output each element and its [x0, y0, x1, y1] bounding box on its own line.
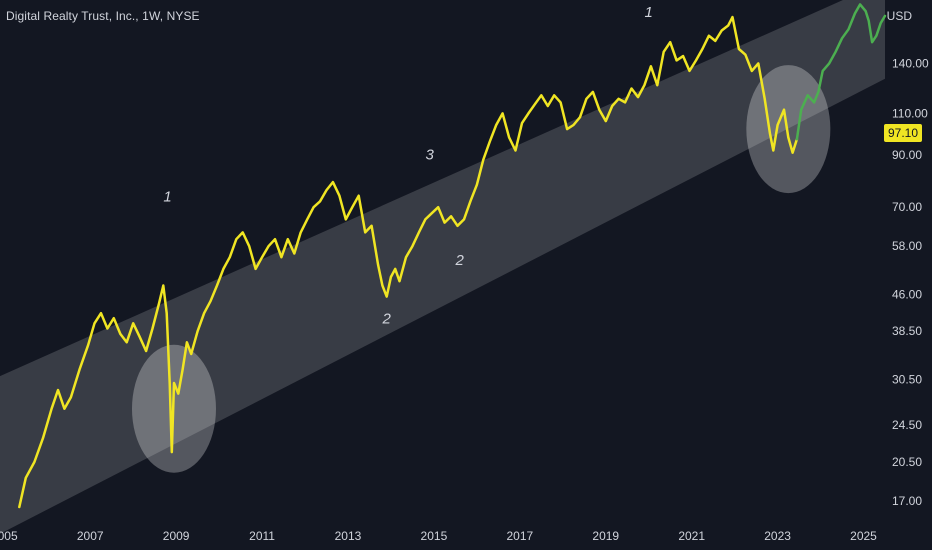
price-lines-layer	[18, 3, 887, 509]
y-tick-label: 38.50	[892, 324, 922, 338]
y-tick-label: 90.00	[892, 148, 922, 162]
y-tick-label: 110.00	[892, 106, 928, 120]
wave-label-5: 2	[381, 310, 391, 327]
x-tick-label: 2015	[421, 529, 448, 543]
y-tick-label: 46.00	[892, 287, 922, 301]
x-tick-label: 2005	[0, 529, 18, 543]
y-tick-label: 17.00	[892, 494, 922, 508]
y-tick-label: 24.50	[892, 418, 922, 432]
symbol-title: Digital Realty Trust, Inc., 1W, NYSE	[6, 9, 200, 23]
x-tick-label: 2013	[335, 529, 362, 543]
price-line-series	[18, 15, 799, 509]
x-tick-label: 2023	[764, 529, 791, 543]
y-tick-label: 70.00	[892, 200, 922, 214]
trend-channel-band	[0, 0, 885, 534]
x-tick-label: 2021	[678, 529, 705, 543]
x-tick-label: 2025	[850, 529, 877, 543]
currency-label: USD	[886, 9, 912, 23]
price-axis: 140.00 110.00 90.00 70.00 58.00 46.00 38.50 30.…	[892, 56, 929, 507]
wave-label-2: 1	[163, 188, 171, 205]
wave-label-4: 2	[455, 252, 465, 269]
wave-label-3: 3	[425, 147, 434, 164]
time-axis: 2005 2007 2009 2011 2013 2015 2017 2019 2021 2023…	[0, 529, 877, 543]
y-tick-label: 20.50	[892, 455, 922, 469]
y-tick-label: 58.00	[892, 239, 922, 253]
highlight-circle-2	[746, 65, 831, 194]
x-tick-label: 2017	[506, 529, 533, 543]
x-tick-label: 2007	[77, 529, 104, 543]
wave-label-1: 1	[645, 4, 653, 21]
y-tick-label: 140.00	[892, 56, 929, 70]
x-tick-label: 2019	[592, 529, 619, 543]
wave-annotations-layer: 1 1 3 2 2	[163, 4, 653, 327]
y-tick-label: 30.50	[892, 373, 922, 387]
trend-channel-layer	[0, 0, 885, 534]
last-price-badge: 97.10	[884, 124, 923, 142]
x-tick-label: 2009	[163, 529, 190, 543]
projection-line-series	[795, 3, 887, 141]
x-tick-label: 2011	[249, 529, 275, 543]
